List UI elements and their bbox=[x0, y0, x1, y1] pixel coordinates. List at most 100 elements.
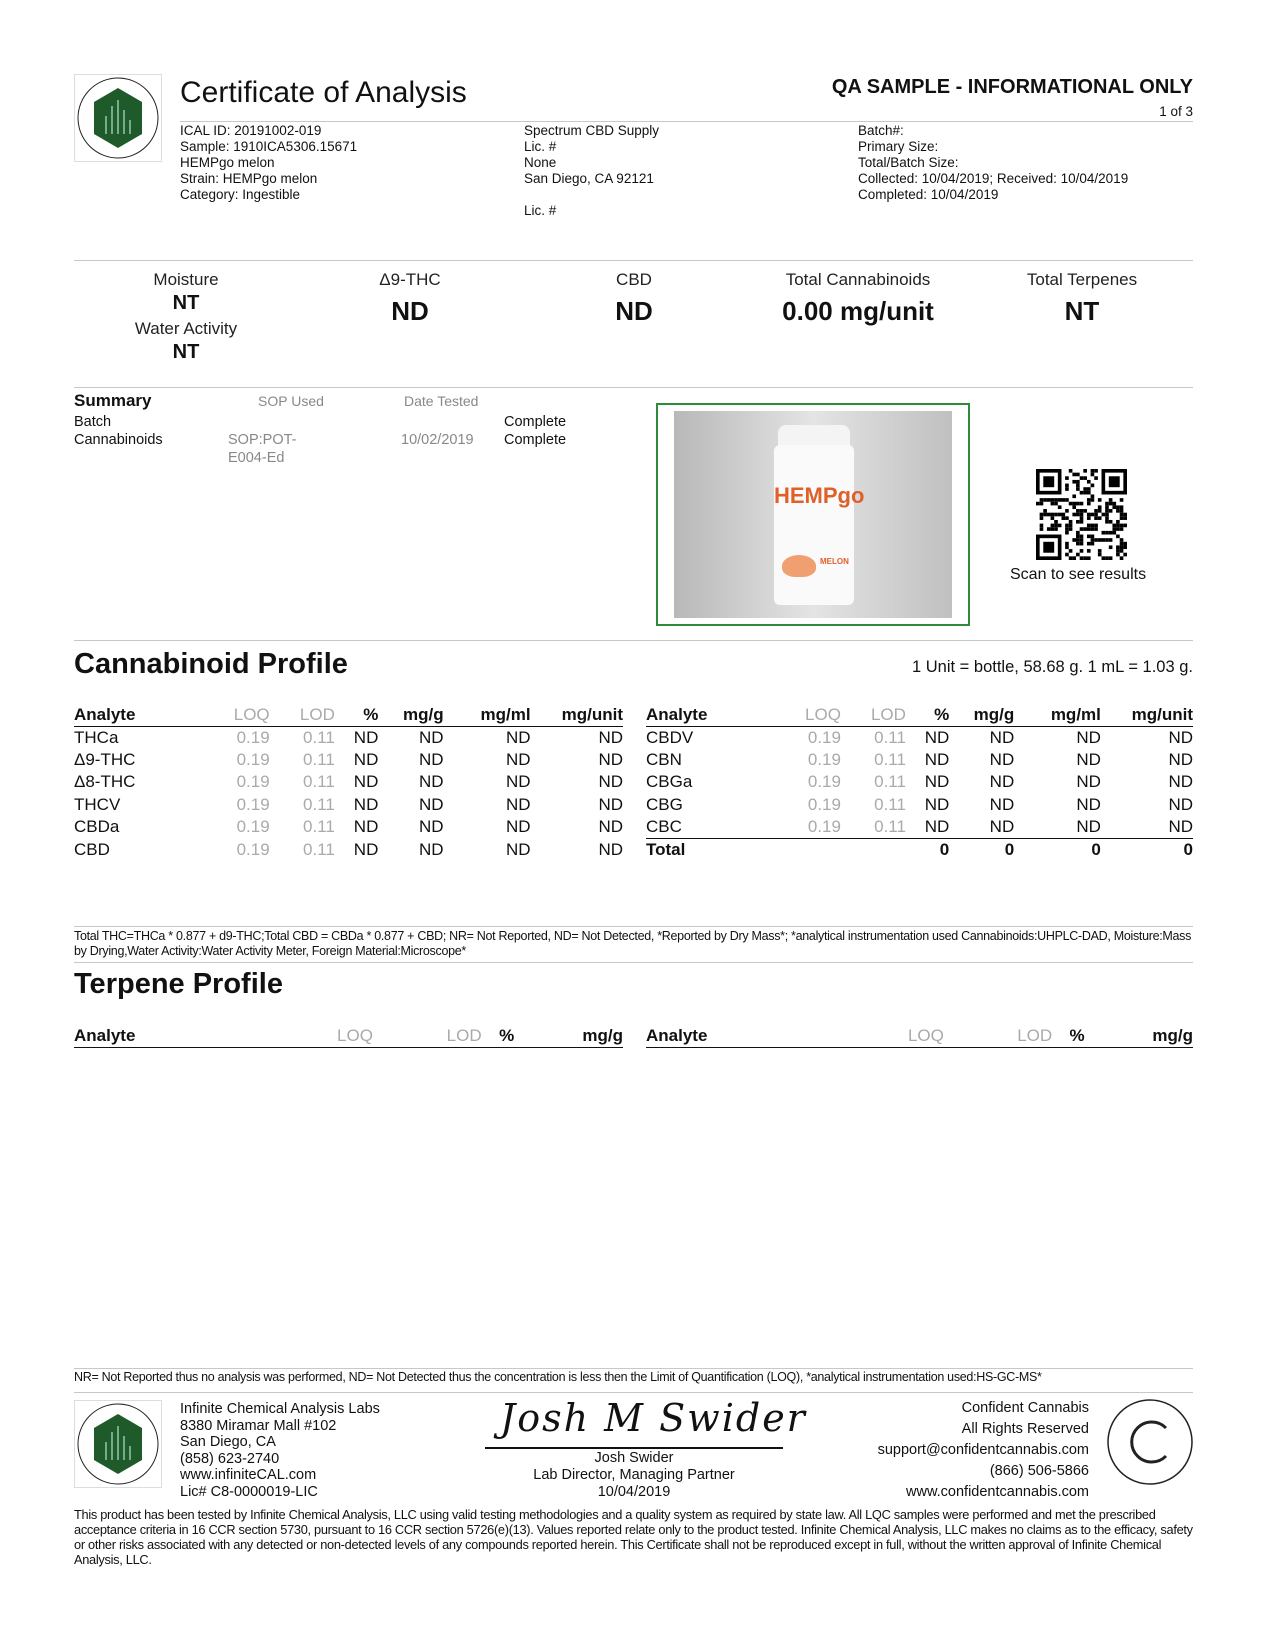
column-header: LOD bbox=[269, 705, 335, 727]
column-header: mg/ml bbox=[1014, 705, 1101, 727]
table-cell: CBC bbox=[646, 817, 682, 836]
table-cell: 0.11 bbox=[303, 794, 335, 814]
table-cell: CBDa bbox=[74, 817, 120, 837]
table-cell: ND bbox=[353, 749, 379, 769]
table-cell: ND bbox=[505, 749, 531, 769]
table-cell: 0.11 bbox=[303, 839, 335, 859]
table-cell: ND bbox=[505, 794, 531, 814]
table-cell: 0.19 bbox=[807, 749, 841, 769]
table-cell: ND bbox=[989, 817, 1015, 836]
total-cell: Total bbox=[646, 838, 787, 861]
client-info: Spectrum CBD Supply Lic. # None San Diego, … bbox=[524, 123, 660, 218]
metric-thc: Δ9-THC ND bbox=[379, 270, 441, 326]
table-cell: ND bbox=[1168, 817, 1193, 836]
lab-address: Infinite Chemical Analysis Labs 8380 Mira… bbox=[180, 1401, 380, 1500]
table-cell: 0.19 bbox=[807, 727, 841, 747]
table-cell: ND bbox=[1076, 727, 1101, 747]
column-header: mg/ml bbox=[443, 705, 531, 727]
qr-code[interactable] bbox=[1036, 469, 1127, 560]
sample-info: ICAL ID: 20191002-019 Sample: 1910ICA5306… bbox=[180, 123, 358, 202]
table-cell: ND bbox=[598, 727, 623, 747]
column-header: LOQ bbox=[215, 705, 270, 727]
table-cell: ND bbox=[419, 794, 444, 814]
table-cell: ND bbox=[419, 727, 444, 747]
table-cell: ND bbox=[353, 817, 379, 837]
table-cell: 0.11 bbox=[303, 727, 335, 747]
page-number: 1 of 3 bbox=[1159, 104, 1193, 119]
total-cell bbox=[786, 838, 841, 861]
table-cell: ND bbox=[1168, 727, 1193, 747]
table-row: THCV 0.19 0.11 ND ND ND ND bbox=[74, 794, 623, 817]
column-header: LOQ bbox=[786, 705, 841, 727]
table-row: CBGa 0.19 0.11 ND ND ND ND bbox=[646, 771, 1193, 794]
summary-row: Batch Complete Cannabinoids SOP:POT-E004-E… bbox=[74, 414, 567, 466]
metric-total-terpenes: Total Terpenes NT bbox=[1026, 270, 1138, 326]
table-cell: 0.11 bbox=[874, 794, 906, 814]
column-header: % bbox=[334, 705, 379, 727]
table-cell: ND bbox=[1168, 794, 1193, 814]
column-header: mg/unit bbox=[530, 705, 623, 727]
product-image: HEMPgo MELON bbox=[656, 403, 970, 626]
metric-moisture: Moisture NT Water Activity NT bbox=[134, 270, 238, 363]
terpene-table-left: Analyte LOQ LOD% mg/g bbox=[74, 1026, 623, 1048]
product-brand: HEMPgo bbox=[774, 483, 865, 508]
table-cell: ND bbox=[598, 772, 623, 792]
sop-header: SOP Used bbox=[258, 393, 324, 409]
qr-caption: Scan to see results bbox=[1010, 566, 1147, 583]
cc-info: Confident Cannabis All Rights Reserved sup… bbox=[877, 1400, 1089, 1500]
table-cell: ND bbox=[505, 817, 531, 837]
table-cell: 0.19 bbox=[807, 817, 841, 836]
column-header: % bbox=[1052, 1026, 1085, 1048]
table-cell: ND bbox=[419, 772, 444, 792]
cannabinoid-table-left: Analyte LOQ LOD% mg/g mg/ml mg/unit THCa 0.19 0.… bbox=[74, 705, 623, 861]
column-header: mg/g bbox=[949, 705, 1015, 727]
column-header: LOD bbox=[840, 705, 906, 727]
table-cell: ND bbox=[505, 772, 531, 792]
cannabinoid-profile-title: Cannabinoid Profile bbox=[74, 648, 348, 680]
metric-total-cannabinoids: Total Cannabinoids 0.00 mg/unit bbox=[782, 270, 934, 326]
total-cell: 0 bbox=[1100, 838, 1193, 861]
table-cell: ND bbox=[353, 772, 379, 792]
column-header: Analyte bbox=[74, 705, 216, 727]
table-cell: ND bbox=[1076, 772, 1101, 792]
metric-cbd: CBD ND bbox=[615, 270, 653, 326]
table-row: CBDV 0.19 0.11 ND ND ND ND bbox=[646, 726, 1193, 749]
table-row: CBC 0.19 0.11 ND ND ND ND bbox=[646, 816, 1193, 839]
cannabinoid-footnote: Total THC=THCa * 0.877 + d9-THC;Total CB… bbox=[74, 929, 1192, 958]
footer-lab-logo bbox=[74, 1400, 162, 1488]
column-header: LOD bbox=[372, 1026, 482, 1048]
table-cell: ND bbox=[598, 794, 623, 814]
column-header: Analyte bbox=[646, 705, 787, 727]
table-cell: ND bbox=[419, 817, 444, 837]
signer-info: Josh Swider Lab Director, Managing Partne… bbox=[533, 1450, 735, 1500]
cannabinoid-table-right: Analyte LOQ LOD% mg/g mg/ml mg/unit CBDV 0.19 0.… bbox=[646, 705, 1193, 861]
table-cell: 0.19 bbox=[807, 772, 841, 792]
table-cell: ND bbox=[1168, 772, 1193, 792]
table-cell: 0.11 bbox=[874, 727, 906, 747]
table-cell: ND bbox=[505, 839, 531, 859]
table-row: CBDa 0.19 0.11 ND ND ND ND bbox=[74, 816, 623, 839]
table-cell: 0.19 bbox=[807, 794, 841, 814]
total-cell: 0 bbox=[905, 838, 950, 861]
table-row: CBG 0.19 0.11 ND ND ND ND bbox=[646, 794, 1193, 817]
table-cell: ND bbox=[505, 727, 531, 747]
table-cell: ND bbox=[419, 839, 444, 859]
terpene-table-right: Analyte LOQ LOD% mg/g bbox=[646, 1026, 1193, 1048]
table-cell: Δ8-THC bbox=[74, 772, 136, 792]
table-cell: ND bbox=[598, 749, 623, 769]
table-cell: ND bbox=[598, 839, 623, 859]
table-cell: 0.11 bbox=[303, 749, 335, 769]
table-cell: CBGa bbox=[646, 772, 693, 792]
table-cell: 0.19 bbox=[236, 749, 270, 769]
page-title: Certificate of Analysis bbox=[180, 76, 467, 109]
table-cell: ND bbox=[353, 839, 379, 859]
total-row: Total 0 0 0 0 bbox=[646, 838, 1193, 861]
column-header: % bbox=[481, 1026, 515, 1048]
table-cell: ND bbox=[598, 817, 623, 837]
batch-info: Batch#: Primary Size: Total/Batch Size: Col… bbox=[858, 123, 1129, 202]
column-header: % bbox=[905, 705, 950, 727]
column-header: Analyte bbox=[646, 1026, 885, 1048]
terpene-profile-title: Terpene Profile bbox=[74, 968, 283, 1000]
table-cell: ND bbox=[419, 749, 444, 769]
table-cell: CBG bbox=[646, 794, 683, 814]
